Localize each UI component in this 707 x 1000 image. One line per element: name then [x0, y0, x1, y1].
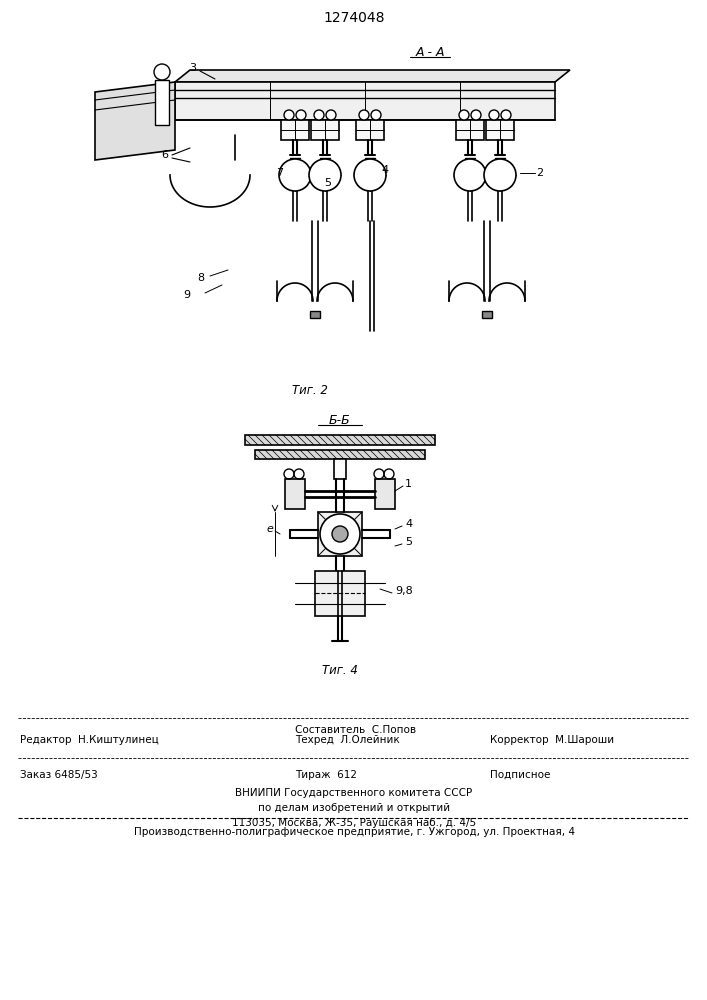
Text: 2: 2 — [537, 168, 544, 178]
Text: Корректор  М.Шароши: Корректор М.Шароши — [490, 735, 614, 745]
Circle shape — [154, 64, 170, 80]
Text: 8: 8 — [197, 273, 204, 283]
Circle shape — [326, 110, 336, 120]
Text: 9,8: 9,8 — [395, 586, 413, 596]
Text: Производственно-полиграфическое предприятие, г. Ужгород, ул. Проектная, 4: Производственно-полиграфическое предприя… — [134, 827, 575, 837]
Circle shape — [309, 159, 341, 191]
Text: Подписное: Подписное — [490, 770, 550, 780]
Text: 1: 1 — [405, 479, 412, 489]
Text: 7: 7 — [276, 168, 284, 178]
Text: ВНИИПИ Государственного комитета СССР: ВНИИПИ Государственного комитета СССР — [235, 788, 472, 798]
Text: 3: 3 — [189, 63, 197, 73]
Text: Τиг. 4: Τиг. 4 — [322, 664, 358, 678]
Circle shape — [484, 159, 516, 191]
Bar — [255, 450, 425, 459]
Circle shape — [501, 110, 511, 120]
Circle shape — [314, 110, 324, 120]
Text: 9: 9 — [183, 290, 190, 300]
Text: е: е — [267, 524, 274, 534]
Bar — [375, 479, 395, 509]
Bar — [356, 120, 384, 140]
Text: Редактор  Н.Киштулинец: Редактор Н.Киштулинец — [20, 735, 159, 745]
Text: Τиг. 2: Τиг. 2 — [292, 383, 328, 396]
Bar — [456, 120, 484, 140]
Bar — [315, 571, 365, 616]
Circle shape — [332, 526, 348, 542]
Text: Составитель  С.Попов: Составитель С.Попов — [295, 725, 416, 735]
Text: Тираж  612: Тираж 612 — [295, 770, 357, 780]
Text: 113035, Москва, Ж-35, Раушская наб., д. 4/5: 113035, Москва, Ж-35, Раушская наб., д. … — [232, 818, 476, 828]
Circle shape — [471, 110, 481, 120]
Text: Техред  Л.Олейник: Техред Л.Олейник — [295, 735, 399, 745]
Text: Б-Б: Б-Б — [329, 414, 351, 426]
Text: Заказ 6485/53: Заказ 6485/53 — [20, 770, 98, 780]
Circle shape — [296, 110, 306, 120]
Circle shape — [354, 159, 386, 191]
Bar — [318, 512, 362, 556]
Circle shape — [459, 110, 469, 120]
Bar — [285, 479, 305, 509]
Circle shape — [454, 159, 486, 191]
Circle shape — [284, 110, 294, 120]
Text: A - A: A - A — [415, 45, 445, 58]
Text: 5: 5 — [405, 537, 412, 547]
Polygon shape — [95, 82, 175, 160]
Circle shape — [489, 110, 499, 120]
Bar — [155, 80, 169, 125]
Bar — [245, 435, 435, 445]
Bar — [175, 82, 555, 120]
Circle shape — [359, 110, 369, 120]
Circle shape — [279, 159, 311, 191]
Circle shape — [320, 514, 360, 554]
Text: 4: 4 — [405, 519, 412, 529]
Text: по делам изобретений и открытий: по делам изобретений и открытий — [258, 803, 450, 813]
Bar — [281, 120, 309, 140]
Bar — [310, 311, 320, 318]
Bar — [311, 120, 339, 140]
Bar — [334, 459, 346, 479]
Polygon shape — [175, 70, 570, 82]
Circle shape — [371, 110, 381, 120]
Text: 6: 6 — [161, 150, 168, 160]
Text: 1274048: 1274048 — [323, 11, 385, 25]
Text: 5: 5 — [325, 178, 332, 188]
Text: 4: 4 — [382, 165, 389, 175]
Bar — [482, 311, 492, 318]
Bar — [486, 120, 514, 140]
